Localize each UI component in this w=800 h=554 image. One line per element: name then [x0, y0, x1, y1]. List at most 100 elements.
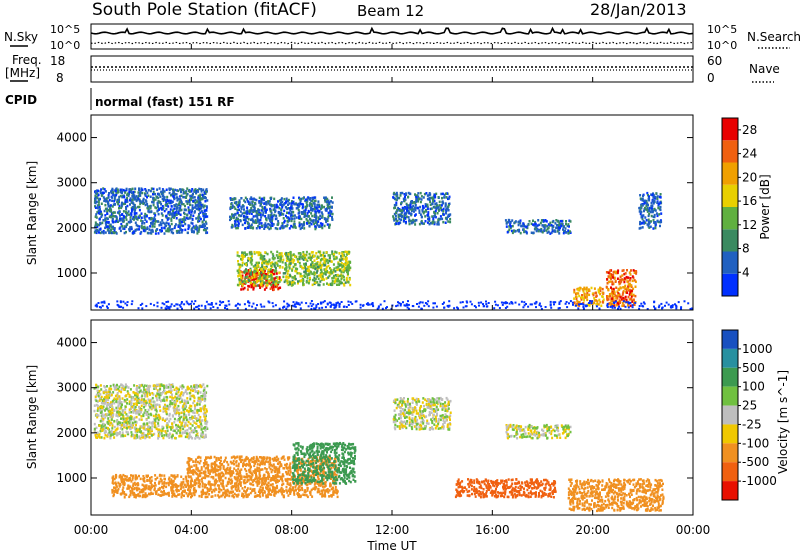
power-cell	[101, 304, 104, 307]
power-cell	[607, 287, 610, 291]
power-cell	[241, 223, 244, 227]
power-cell	[103, 197, 106, 201]
power-cell	[426, 207, 429, 211]
velocity-cell	[176, 407, 178, 410]
power-cell	[236, 283, 239, 287]
velocity-cell	[147, 425, 150, 428]
power-cell	[525, 225, 528, 229]
power-cell	[606, 306, 609, 308]
power-cell	[617, 269, 620, 272]
power-cell	[141, 191, 144, 195]
power-cell	[631, 304, 634, 307]
velocity-cell	[182, 425, 185, 429]
power-cell	[589, 301, 592, 304]
power-cell	[168, 188, 171, 191]
power-cell	[250, 223, 253, 226]
power-cell	[96, 206, 99, 210]
power-cell	[562, 225, 565, 228]
power-cell	[236, 269, 239, 273]
velocity-cell	[149, 385, 152, 388]
power-cell	[249, 258, 252, 262]
power-cell	[609, 273, 612, 276]
power-cell	[251, 255, 253, 258]
power-cell	[96, 204, 99, 207]
power-cell	[174, 188, 177, 192]
velocity-cell	[165, 418, 168, 421]
power-cell	[421, 208, 424, 212]
power-cell	[107, 194, 110, 197]
velocity-cell	[182, 420, 185, 423]
power-cell	[424, 302, 427, 304]
power-cell	[585, 293, 588, 297]
power-cell	[139, 214, 141, 217]
power-cell	[500, 301, 503, 304]
power-cell	[345, 266, 348, 270]
power-cell	[285, 214, 287, 218]
power-cell	[586, 298, 589, 302]
power-cell	[631, 279, 634, 283]
power-cell	[165, 188, 168, 191]
power-cell	[558, 221, 561, 225]
power-cell	[310, 265, 313, 269]
power-cell	[509, 223, 512, 226]
velocity-cell	[120, 390, 123, 394]
power-cell	[586, 291, 589, 295]
power-cell	[294, 202, 297, 206]
power-cell	[337, 274, 340, 278]
velocity-cell	[203, 388, 206, 391]
power-cell	[268, 223, 271, 226]
power-cell	[432, 220, 435, 223]
power-cell	[614, 294, 617, 297]
power-cell	[656, 201, 659, 204]
power-cell	[284, 225, 287, 228]
power-cell	[281, 200, 284, 204]
power-cell	[456, 306, 458, 309]
velocity-cell	[139, 425, 142, 428]
power-cell	[313, 203, 316, 206]
power-cell	[526, 224, 529, 228]
power-cell	[647, 194, 649, 197]
power-cell	[423, 304, 426, 307]
velocity-cell	[146, 411, 149, 414]
power-cell	[316, 275, 319, 278]
velocity-cell	[155, 385, 158, 388]
power-cell	[179, 205, 182, 208]
power-cell	[595, 303, 598, 306]
power-cell	[496, 304, 499, 307]
power-cell	[199, 193, 202, 197]
power-cell	[252, 215, 255, 218]
power-cell	[295, 301, 298, 304]
power-cell	[418, 209, 421, 212]
velocity-cell	[156, 415, 159, 418]
power-cell	[285, 267, 288, 270]
power-cell	[305, 253, 308, 257]
power-cell	[125, 214, 128, 217]
power-cell	[125, 230, 127, 234]
velocity-cell	[171, 422, 174, 425]
power-cell	[272, 208, 275, 212]
power-cell	[103, 209, 106, 213]
power-cell	[318, 250, 321, 254]
power-cell	[191, 209, 194, 212]
power-cell	[250, 209, 253, 212]
freq-unit-label: [MHz]	[5, 66, 40, 80]
velocity-cell	[102, 422, 105, 426]
power-cell	[326, 223, 329, 226]
velocity-cell	[116, 383, 118, 387]
power-cell	[657, 306, 660, 309]
velocity-cell	[146, 412, 148, 416]
power-cell	[190, 190, 193, 193]
power-cell	[130, 210, 133, 213]
power-cell	[258, 196, 261, 200]
power-cell	[260, 283, 263, 287]
power-cell	[194, 204, 197, 207]
power-cell	[430, 207, 433, 210]
power-cell	[565, 220, 567, 223]
power-cell	[245, 271, 248, 275]
velocity-cell	[187, 401, 190, 404]
power-cell	[293, 259, 296, 262]
power-cell	[308, 265, 311, 268]
velocity-cell	[140, 425, 143, 428]
power-cell	[249, 269, 252, 272]
power-cell	[553, 303, 555, 306]
